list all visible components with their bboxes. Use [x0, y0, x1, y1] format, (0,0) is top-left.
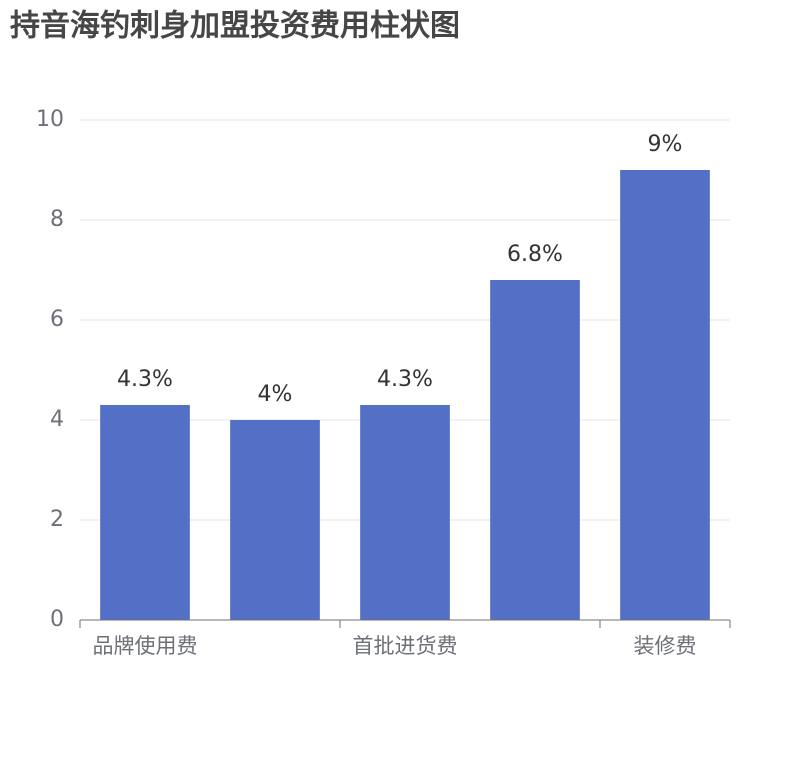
bar	[230, 420, 320, 620]
x-tick-label: 装修费	[634, 634, 697, 658]
y-tick-label: 4	[50, 407, 64, 432]
value-label: 9%	[648, 132, 683, 157]
bar	[100, 405, 190, 620]
bar	[490, 280, 580, 620]
y-tick-label: 10	[36, 107, 64, 132]
value-label: 4.3%	[117, 367, 173, 392]
bar	[360, 405, 450, 620]
x-tick-label: 品牌使用费	[93, 634, 198, 658]
bar	[620, 170, 710, 620]
value-label: 6.8%	[507, 242, 563, 267]
chart-title: 持音海钓刺身加盟投资费用柱状图	[10, 9, 460, 44]
y-tick-label: 8	[50, 207, 64, 232]
y-tick-label: 6	[50, 307, 64, 332]
x-tick-label: 首批进货费	[353, 634, 458, 658]
value-label: 4.3%	[377, 367, 433, 392]
value-label: 4%	[258, 382, 293, 407]
y-tick-label: 2	[50, 507, 64, 532]
y-tick-label: 0	[50, 607, 64, 632]
